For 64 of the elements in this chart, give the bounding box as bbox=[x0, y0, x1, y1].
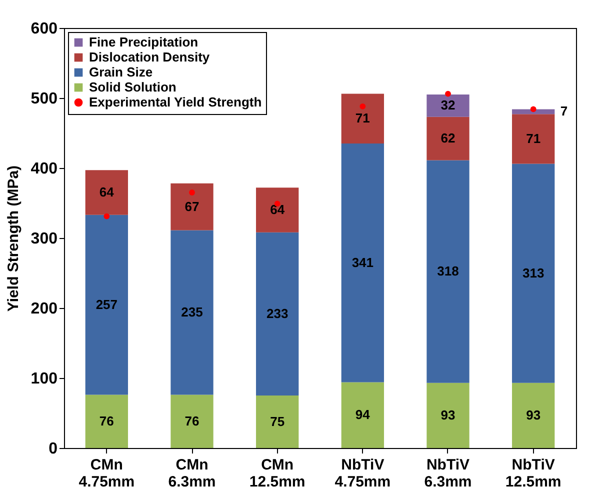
legend-label: Fine Precipitation bbox=[89, 34, 198, 50]
point bbox=[104, 213, 110, 220]
data-label: 67 bbox=[184, 198, 200, 214]
y-tick-label: 500 bbox=[30, 90, 58, 108]
data-label: 75 bbox=[270, 414, 285, 429]
data-label: 313 bbox=[522, 265, 544, 280]
data-label: 341 bbox=[352, 254, 374, 270]
x-tick-label: NbTiV 6.3mm bbox=[424, 456, 472, 490]
bar bbox=[426, 382, 470, 448]
bar bbox=[85, 214, 128, 395]
bar bbox=[512, 164, 555, 383]
data-label: 235 bbox=[181, 304, 203, 320]
data-label: 318 bbox=[437, 264, 459, 279]
bar bbox=[341, 94, 384, 144]
y-axis-title: Yield Strength (MPa) bbox=[4, 165, 22, 312]
bar bbox=[170, 183, 214, 230]
x-tick-label: NbTiV 4.75mm bbox=[334, 456, 391, 490]
data-label: 257 bbox=[96, 296, 118, 312]
data-label: 233 bbox=[266, 306, 288, 321]
data-label: 71 bbox=[355, 110, 370, 126]
bar bbox=[85, 394, 128, 448]
y-tick-label: 200 bbox=[30, 300, 58, 318]
point bbox=[360, 103, 366, 110]
bar bbox=[256, 232, 299, 396]
y-tick-label: 0 bbox=[48, 440, 58, 458]
data-label: 62 bbox=[440, 130, 456, 146]
legend-label: Experimental Yield Strength bbox=[89, 94, 262, 110]
data-label: 93 bbox=[526, 407, 541, 422]
bar bbox=[426, 160, 470, 383]
x-tick-label: CMn 6.3mm bbox=[168, 456, 216, 490]
bar bbox=[85, 170, 128, 215]
bar bbox=[512, 382, 555, 448]
bar bbox=[256, 188, 299, 232]
bar bbox=[512, 114, 555, 164]
legend-label: Solid Solution bbox=[89, 80, 176, 94]
bar bbox=[170, 394, 214, 448]
y-tick-label: 100 bbox=[30, 370, 58, 388]
bar bbox=[426, 116, 470, 160]
x-tick-label: CMn 12.5mm bbox=[249, 456, 306, 490]
bar bbox=[170, 230, 214, 395]
data-label: 32 bbox=[440, 98, 456, 113]
y-tick-label: 300 bbox=[30, 230, 58, 248]
y-tick-label: 600 bbox=[30, 20, 58, 38]
x-tick-label: NbTiV 12.5mm bbox=[505, 456, 562, 490]
bar bbox=[341, 382, 384, 448]
bar bbox=[512, 109, 555, 114]
point bbox=[445, 90, 451, 97]
data-label: 64 bbox=[99, 184, 115, 200]
data-label: 94 bbox=[355, 407, 371, 422]
data-label: 93 bbox=[440, 407, 456, 422]
bar bbox=[256, 396, 299, 448]
legend-label: Grain Size bbox=[89, 64, 153, 80]
legend-label: Dislocation Density bbox=[89, 50, 210, 64]
x-tick-label: CMn 4.75mm bbox=[78, 456, 135, 490]
data-label: 76 bbox=[184, 413, 200, 428]
point bbox=[189, 190, 195, 196]
point bbox=[530, 106, 536, 112]
y-tick-label: 400 bbox=[30, 160, 58, 178]
data-label: 76 bbox=[99, 413, 114, 428]
bar bbox=[426, 94, 470, 117]
data-label: 7 bbox=[560, 104, 568, 119]
data-label: 71 bbox=[526, 130, 541, 146]
bar bbox=[341, 144, 384, 382]
data-label: 64 bbox=[270, 202, 286, 217]
